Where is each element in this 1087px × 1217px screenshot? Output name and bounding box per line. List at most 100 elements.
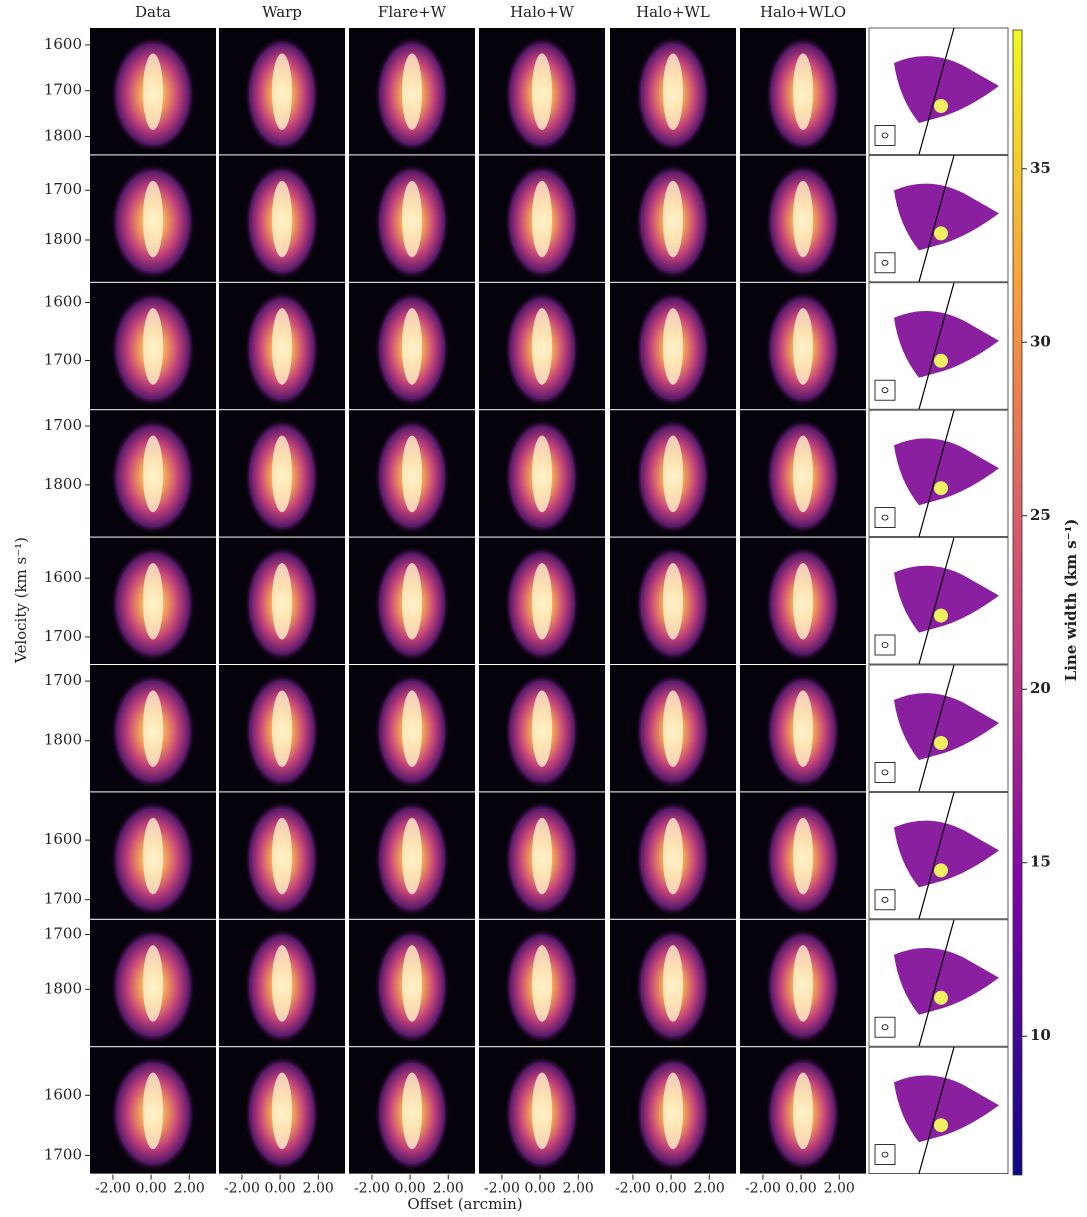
beam <box>881 1024 889 1031</box>
beam-box <box>874 762 896 783</box>
y-tick-label: 1700 <box>44 890 82 908</box>
y-tick-label: 1800 <box>44 979 82 997</box>
pv-core <box>142 308 164 385</box>
beam <box>881 514 889 521</box>
map-galaxy <box>894 310 999 378</box>
pv-core <box>531 180 553 258</box>
pv-core <box>662 1072 684 1150</box>
slit-line <box>918 282 955 410</box>
y-tick-label: 1700 <box>44 925 82 943</box>
map-galaxy <box>894 56 999 123</box>
column-title: Halo+WL <box>636 3 710 21</box>
x-tick-label: 0.00 <box>265 1181 296 1197</box>
beam-box <box>874 379 896 401</box>
x-tick-label: 0.00 <box>395 1181 426 1197</box>
pv-core <box>531 435 553 513</box>
pv-core <box>271 817 293 895</box>
pv-core <box>271 690 293 767</box>
colorbar-tick-label: 10 <box>1030 1026 1051 1044</box>
pv-core <box>531 308 553 385</box>
colorbar-tick-label: 30 <box>1030 332 1051 350</box>
pv-core <box>271 563 293 640</box>
pv-core <box>271 180 293 258</box>
beam <box>881 896 889 903</box>
slit-line <box>918 1047 955 1174</box>
pv-core <box>142 1072 164 1150</box>
pv-core <box>271 435 293 513</box>
map-hotspot <box>934 353 948 368</box>
colorbar-label: Line width (km s⁻¹) <box>1062 519 1080 682</box>
pv-core <box>662 308 684 385</box>
pv-core <box>142 53 164 130</box>
y-axis-label: Velocity (km s⁻¹) <box>12 537 30 664</box>
map-galaxy <box>894 820 999 888</box>
pv-core <box>662 435 684 513</box>
x-tick-label: 0.00 <box>136 1181 167 1197</box>
beam <box>881 132 889 139</box>
y-tick-label: 1600 <box>44 35 82 53</box>
y-tick-label: 1700 <box>44 416 82 434</box>
slit-line <box>918 537 955 665</box>
pv-core <box>401 53 423 130</box>
colorbar <box>1012 29 1023 1176</box>
pv-core <box>662 690 684 767</box>
pv-core <box>662 53 684 130</box>
y-tick-label: 1700 <box>44 627 82 645</box>
x-tick-label: 2.00 <box>303 1181 334 1197</box>
pv-core <box>142 817 164 895</box>
pv-core <box>792 945 814 1022</box>
pv-core <box>271 53 293 130</box>
column-title: Warp <box>262 3 302 21</box>
pv-core <box>531 945 553 1022</box>
pv-core <box>271 308 293 385</box>
beam-box <box>874 507 896 529</box>
x-tick-label: 0.00 <box>656 1181 687 1197</box>
pv-core <box>792 817 814 895</box>
pv-core <box>792 435 814 513</box>
column-title: Flare+W <box>378 3 447 21</box>
map-galaxy <box>894 1075 999 1143</box>
map-hotspot <box>934 1118 948 1133</box>
pv-core <box>792 1072 814 1150</box>
colorbar-tick-label: 25 <box>1030 506 1051 524</box>
pv-core <box>401 690 423 767</box>
beam <box>881 1151 889 1158</box>
column-title: Data <box>135 3 171 21</box>
pv-core <box>531 817 553 895</box>
pv-core <box>401 435 423 513</box>
y-tick-label: 1700 <box>44 1146 82 1164</box>
x-tick-label: -2.00 <box>354 1181 390 1197</box>
beam-box <box>874 1016 896 1038</box>
y-tick-label: 1700 <box>44 350 82 368</box>
pv-core <box>531 1072 553 1150</box>
x-tick-label: 0.00 <box>786 1181 817 1197</box>
pv-core <box>531 563 553 640</box>
beam-box <box>874 1144 896 1165</box>
x-tick-label: -2.00 <box>484 1181 520 1197</box>
map-hotspot <box>934 608 948 623</box>
y-tick-label: 1800 <box>44 230 82 248</box>
pv-core <box>401 817 423 895</box>
slit-line <box>918 27 955 155</box>
column-title: Halo+W <box>510 3 574 21</box>
pv-core <box>792 53 814 130</box>
y-tick-label: 1600 <box>44 830 82 848</box>
y-tick-label: 1700 <box>44 81 82 99</box>
pv-core <box>142 945 164 1022</box>
y-tick-label: 1700 <box>44 671 82 689</box>
pv-core <box>401 1072 423 1150</box>
pv-core <box>662 563 684 640</box>
x-tick-label: -2.00 <box>745 1181 781 1197</box>
beam-box <box>874 252 896 274</box>
x-axis-label: Offset (arcmin) <box>407 1195 522 1213</box>
column-title: Halo+WLO <box>760 3 846 21</box>
map-galaxy <box>894 183 999 251</box>
pv-core <box>662 945 684 1022</box>
pv-core <box>401 945 423 1022</box>
map-hotspot <box>934 481 948 496</box>
beam <box>881 259 889 266</box>
pv-core <box>401 308 423 385</box>
beam-box <box>874 889 896 911</box>
slit-line <box>918 919 955 1047</box>
